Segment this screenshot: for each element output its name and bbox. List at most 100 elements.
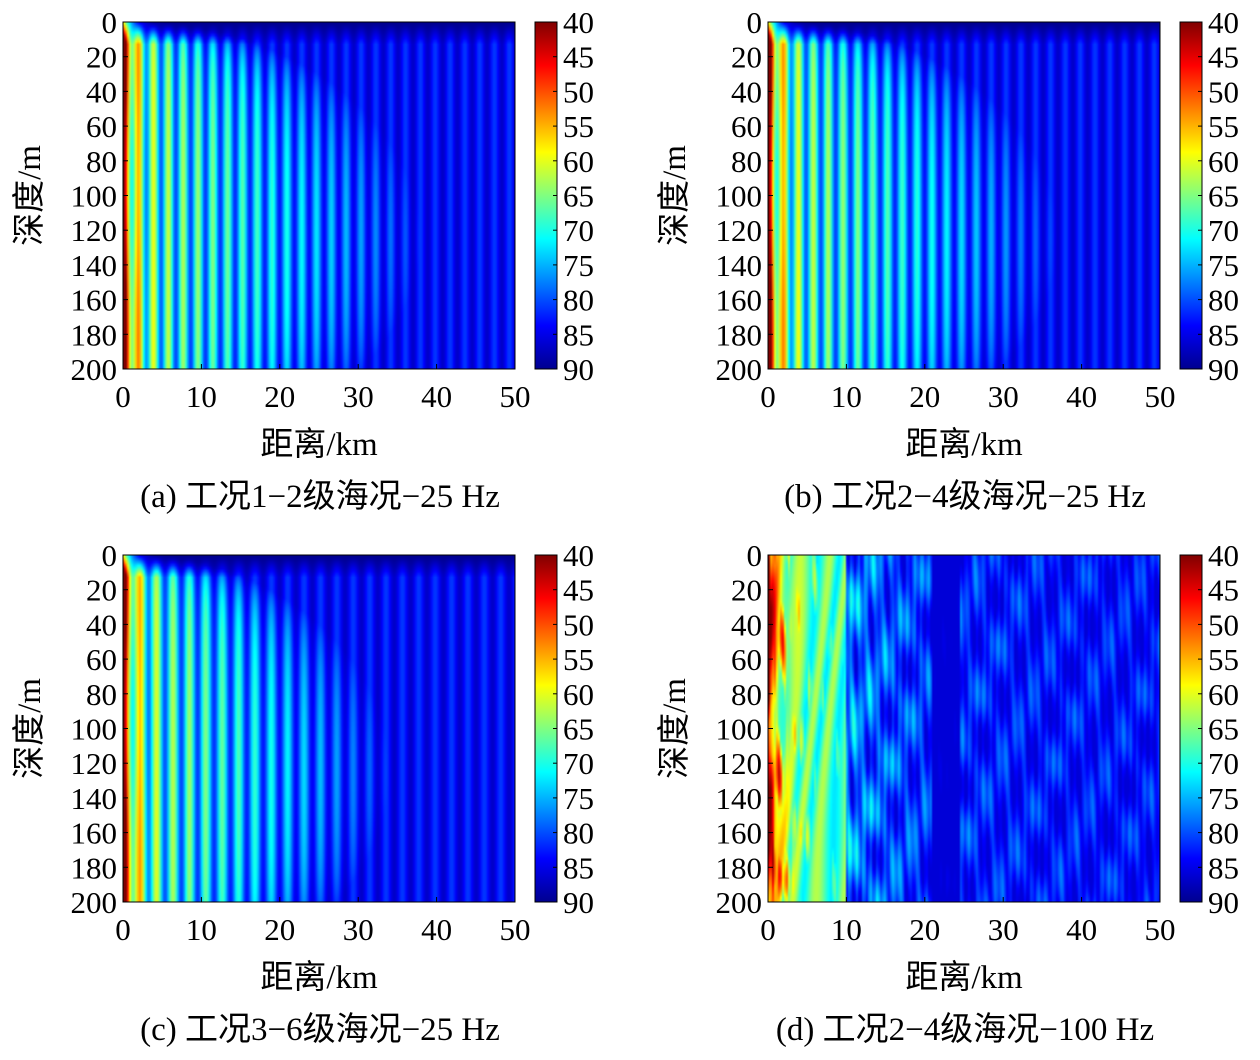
x-tick-label: 20 (909, 912, 940, 947)
y-tick-label: 200 (716, 352, 763, 387)
colorbar-tick-label: 75 (1208, 781, 1239, 816)
x-tick-label: 40 (421, 912, 452, 947)
x-tick-label: 30 (343, 912, 374, 947)
colorbar-tick-label: 75 (1208, 248, 1239, 283)
colorbar-tick-label: 60 (1208, 677, 1239, 712)
colorbar-tick-label: 90 (1208, 352, 1239, 387)
colorbar-tick-label: 80 (563, 816, 594, 851)
x-tick-label: 10 (831, 912, 862, 947)
x-tick-label: 20 (909, 379, 940, 414)
x-axis-label: 距离/km (260, 959, 378, 996)
y-tick-label: 160 (71, 283, 118, 318)
heatmap-image (123, 555, 515, 902)
colorbar-tick-label: 80 (563, 283, 594, 318)
y-tick-label: 140 (716, 248, 763, 283)
y-tick-label: 100 (716, 179, 763, 214)
y-tick-label: 0 (747, 538, 763, 573)
colorbar-tick-label: 45 (563, 40, 594, 75)
x-tick-label: 0 (115, 379, 131, 414)
y-tick-label: 180 (716, 850, 763, 885)
colorbar-tick-label: 85 (563, 317, 594, 352)
y-tick-label: 40 (86, 74, 117, 109)
y-tick-label: 160 (716, 283, 763, 318)
colorbar-tick-label: 55 (563, 109, 594, 144)
x-tick-label: 40 (421, 379, 452, 414)
y-axis-label: 深度/m (11, 145, 48, 246)
y-tick-label: 120 (716, 213, 763, 248)
chart-svg: 0 10 20 30 40 50020406080100120140160180200距离… (11, 5, 594, 515)
colorbar-tick-label: 50 (1208, 74, 1239, 109)
colorbar-tick-label: 50 (563, 74, 594, 109)
colorbar-tick-label: 40 (563, 5, 594, 40)
x-tick-label: 50 (1145, 379, 1176, 414)
y-tick-label: 80 (86, 144, 117, 179)
x-tick-label: 30 (988, 379, 1019, 414)
colorbar-tick-label: 50 (563, 607, 594, 642)
chart-svg: 0 10 20 30 40 50020406080100120140160180200距离… (656, 5, 1239, 515)
colorbar-tick-label: 85 (1208, 850, 1239, 885)
y-tick-label: 40 (86, 607, 117, 642)
x-tick-label: 10 (186, 379, 217, 414)
y-tick-label: 120 (716, 746, 763, 781)
chart-svg: 0 10 20 30 40 50020406080100120140160180200距离… (656, 538, 1239, 1048)
colorbar-tick-label: 65 (563, 712, 594, 747)
colorbar-tick-label: 85 (1208, 317, 1239, 352)
colorbar-tick-label: 45 (1208, 573, 1239, 608)
y-tick-label: 20 (731, 573, 762, 608)
panel-a: 0 10 20 30 40 50 0 20 40 60 80 100 120 140 160 180 200 距离… (0, 0, 630, 527)
y-tick-label: 160 (716, 816, 763, 851)
y-tick-label: 100 (716, 712, 763, 747)
colorbar-tick-label: 65 (1208, 179, 1239, 214)
colorbar-tick-label: 85 (563, 850, 594, 885)
y-tick-label: 60 (731, 109, 762, 144)
colorbar-tick-label: 75 (563, 248, 594, 283)
x-tick-label: 20 (264, 379, 295, 414)
y-tick-label: 80 (731, 144, 762, 179)
y-tick-label: 60 (86, 109, 117, 144)
y-tick-label: 120 (71, 213, 118, 248)
y-tick-label: 40 (731, 74, 762, 109)
y-tick-label: 100 (71, 712, 118, 747)
y-tick-label: 160 (71, 816, 118, 851)
y-tick-label: 60 (86, 642, 117, 677)
y-tick-label: 0 (102, 538, 118, 573)
colorbar-tick-label: 55 (1208, 642, 1239, 677)
x-tick-label: 30 (343, 379, 374, 414)
colorbar-tick-label: 65 (563, 179, 594, 214)
x-tick-label: 10 (186, 912, 217, 947)
y-tick-label: 80 (86, 677, 117, 712)
y-tick-label: 180 (71, 850, 118, 885)
x-axis-label: 距离/km (260, 426, 378, 463)
y-tick-label: 20 (86, 40, 117, 75)
colorbar-tick-label: 60 (563, 677, 594, 712)
y-tick-label: 40 (731, 607, 762, 642)
panel-d: 0 10 20 30 40 50 0 20 40 60 80 100 120 140 160 180 200 距离… (645, 533, 1260, 1060)
y-tick-label: 200 (71, 352, 118, 387)
colorbar-tick-label: 90 (563, 352, 594, 387)
y-axis-label: 深度/m (656, 678, 693, 779)
y-tick-label: 200 (71, 885, 118, 920)
y-tick-label: 180 (71, 317, 118, 352)
x-tick-label: 40 (1066, 912, 1097, 947)
y-tick-label: 120 (71, 746, 118, 781)
y-tick-label: 140 (716, 781, 763, 816)
x-tick-label: 20 (264, 912, 295, 947)
colorbar-tick-label: 60 (563, 144, 594, 179)
colorbar-tick-label: 70 (563, 746, 594, 781)
colorbar-tick-label: 60 (1208, 144, 1239, 179)
y-tick-label: 20 (731, 40, 762, 75)
colorbar-tick-label: 70 (563, 213, 594, 248)
heatmap-image (768, 555, 1160, 902)
colorbar-tick-label: 70 (1208, 213, 1239, 248)
x-tick-label: 0 (760, 379, 776, 414)
colorbar-tick-label: 45 (1208, 40, 1239, 75)
colorbar-tick-label: 40 (1208, 5, 1239, 40)
y-axis-label: 深度/m (656, 145, 693, 246)
y-tick-label: 180 (716, 317, 763, 352)
colorbar-tick-label: 55 (563, 642, 594, 677)
colorbar-tick-label: 40 (563, 538, 594, 573)
colorbar-tick-label: 65 (1208, 712, 1239, 747)
colorbar-tick-label: 80 (1208, 283, 1239, 318)
colorbar-tick-label: 90 (1208, 885, 1239, 920)
x-tick-label: 50 (500, 912, 531, 947)
